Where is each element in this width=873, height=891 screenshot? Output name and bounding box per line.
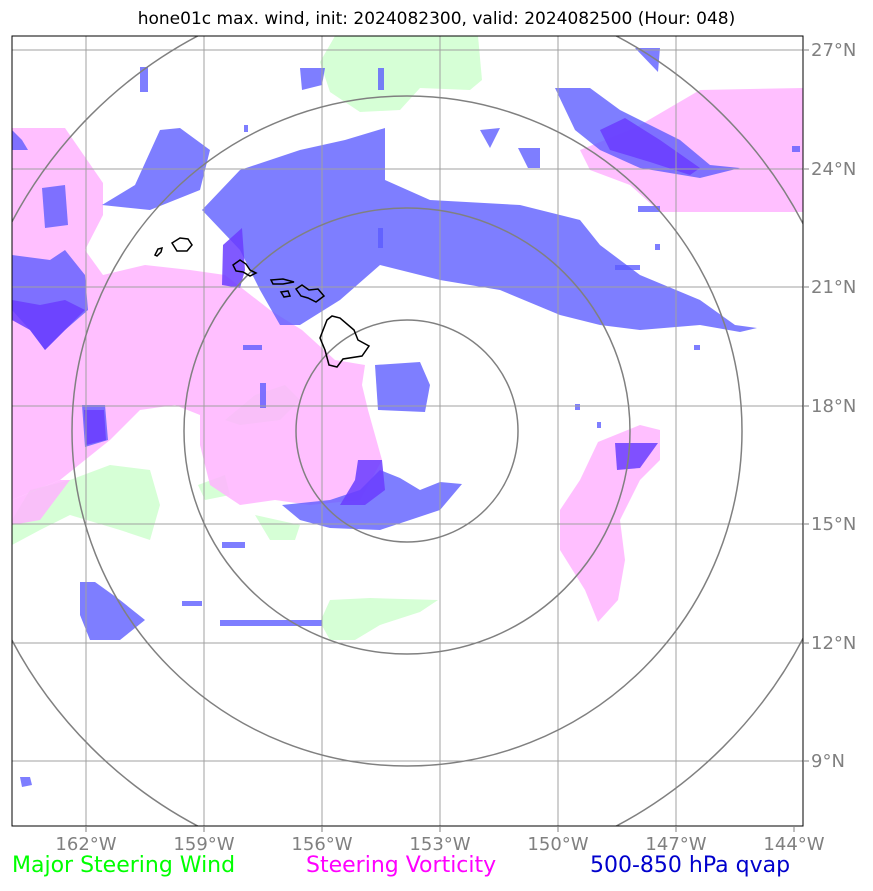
legend-steering-wind: Major Steering Wind <box>12 853 236 878</box>
island-molokai <box>269 278 295 285</box>
island-oahu <box>232 259 258 277</box>
lat-tick-label: 27°N <box>811 40 856 61</box>
lat-tick-labels: 27°N 24°N 21°N 18°N 15°N 12°N 9°N <box>811 40 856 772</box>
island-lanai <box>279 290 292 298</box>
lon-tick-label: 153°W <box>409 834 470 855</box>
map-title: hone01c max. wind, init: 2024082300, val… <box>137 9 736 29</box>
lon-tick-label: 147°W <box>645 834 706 855</box>
lat-tick-label: 9°N <box>811 751 845 772</box>
lon-tick-label: 159°W <box>173 834 234 855</box>
field-layers <box>12 36 803 787</box>
lat-tick-label: 15°N <box>811 514 856 535</box>
island-maui <box>294 284 326 303</box>
plot-frame <box>11 35 804 827</box>
range-rings <box>12 36 803 826</box>
lon-tick-label: 144°W <box>763 834 824 855</box>
legend-steering-vorticity: Steering Vorticity <box>306 853 497 878</box>
lon-tick-labels: 162°W 159°W 156°W 153°W 150°W 147°W 144°… <box>55 834 824 855</box>
island-niihau <box>153 246 164 257</box>
coastline-hawaii <box>153 237 371 368</box>
tick-marks <box>85 49 809 832</box>
lat-tick-label: 24°N <box>811 159 856 180</box>
lon-tick-label: 156°W <box>291 834 352 855</box>
lon-tick-label: 162°W <box>55 834 116 855</box>
qvap-vorticity-overlap <box>12 118 700 505</box>
island-hawaii <box>319 315 371 368</box>
lon-tick-label: 150°W <box>527 834 588 855</box>
island-kauai <box>170 237 193 252</box>
lat-tick-label: 18°N <box>811 396 856 417</box>
lat-tick-label: 12°N <box>811 633 856 654</box>
graticule <box>12 36 803 826</box>
lat-tick-label: 21°N <box>811 277 856 298</box>
qvap-layer <box>12 48 800 787</box>
legend-qvap: 500-850 hPa qvap <box>590 853 791 878</box>
